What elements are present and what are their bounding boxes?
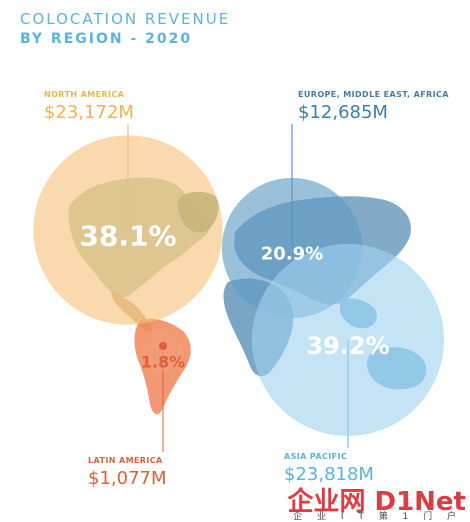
- share-label-north_america: 38.1%: [79, 219, 177, 253]
- share-label-apac: 39.2%: [306, 332, 390, 360]
- watermark-logo: 企业网 D1Net: [287, 487, 466, 517]
- region-name-north_america: NORTH AMERICA: [44, 90, 125, 99]
- region-revenue-north_america: $23,172M: [44, 102, 134, 123]
- region-revenue-apac: $23,818M: [284, 464, 374, 485]
- bubble-marker-latam: [159, 342, 167, 350]
- region-bubbles: [33, 135, 444, 436]
- chart-subtitle: BY REGION - 2020: [20, 31, 193, 47]
- region-name-apac: ASIA PACIFIC: [284, 452, 348, 461]
- share-label-latam: 1.8%: [140, 352, 186, 372]
- bubble-latam: [142, 331, 184, 373]
- share-label-emea: 20.9%: [260, 243, 324, 265]
- region-name-emea: EUROPE, MIDDLE EAST, AFRICA: [298, 90, 449, 99]
- chart-title: COLOCATION REVENUE: [20, 10, 231, 28]
- bubble-north_america: [33, 135, 223, 325]
- region-revenue-emea: $12,685M: [298, 102, 388, 123]
- region-revenue-latam: $1,077M: [88, 468, 167, 489]
- region-name-latam: LATIN AMERICA: [88, 456, 163, 465]
- bubble-apac: [252, 244, 444, 436]
- watermark-tagline: 企 业 I T 第 1 门 户: [293, 512, 462, 522]
